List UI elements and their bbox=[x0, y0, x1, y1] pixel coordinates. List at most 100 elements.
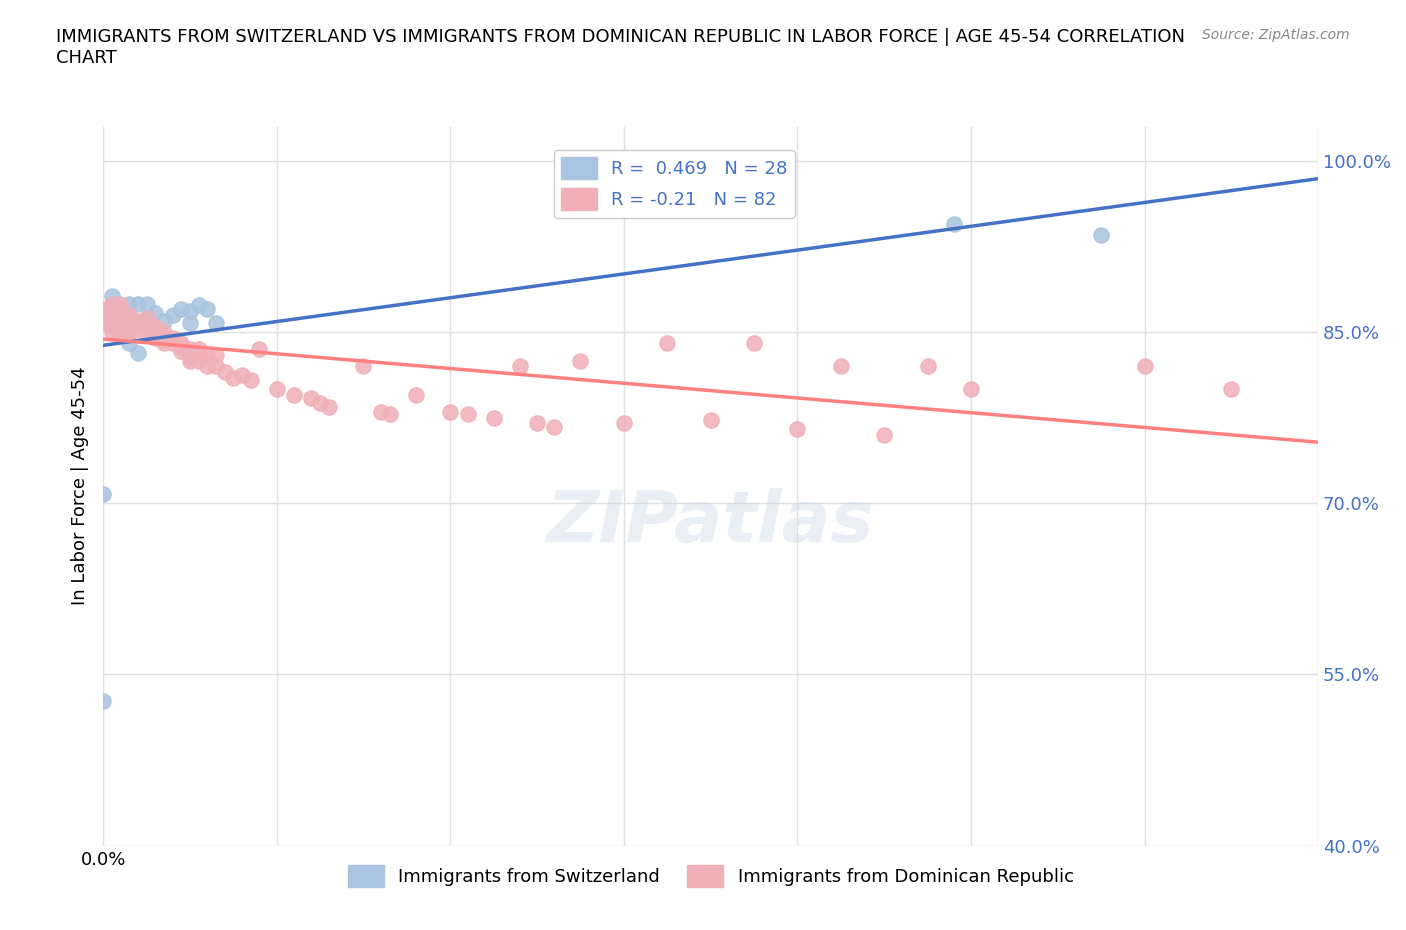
Point bbox=[187, 298, 209, 312]
Point bbox=[101, 296, 124, 311]
Point bbox=[309, 395, 332, 410]
Point bbox=[170, 301, 193, 316]
Point bbox=[110, 326, 132, 341]
Point bbox=[101, 288, 124, 303]
Point bbox=[153, 329, 176, 344]
Y-axis label: In Labor Force | Age 45-54: In Labor Force | Age 45-54 bbox=[72, 366, 89, 605]
Point bbox=[153, 325, 176, 339]
Point bbox=[786, 421, 808, 436]
Point bbox=[526, 416, 548, 431]
Point bbox=[91, 301, 114, 316]
Point bbox=[162, 336, 184, 351]
Point bbox=[205, 359, 228, 374]
Point bbox=[1090, 228, 1112, 243]
Point bbox=[231, 368, 253, 383]
Point bbox=[110, 315, 132, 330]
Point bbox=[318, 400, 340, 415]
Point bbox=[170, 339, 193, 354]
Point bbox=[942, 216, 965, 231]
Point bbox=[127, 318, 149, 333]
Point bbox=[1133, 359, 1156, 374]
Point bbox=[195, 350, 218, 365]
Point bbox=[205, 348, 228, 363]
Point bbox=[127, 345, 149, 360]
Point bbox=[247, 341, 270, 356]
Point bbox=[127, 315, 149, 330]
Point bbox=[135, 319, 157, 334]
Point bbox=[110, 308, 132, 323]
Point bbox=[917, 359, 939, 374]
Point bbox=[179, 353, 201, 368]
Point bbox=[299, 391, 322, 405]
Point bbox=[101, 301, 124, 316]
Point bbox=[222, 370, 245, 385]
Point bbox=[118, 319, 141, 334]
Point bbox=[143, 323, 166, 338]
Point bbox=[118, 315, 141, 330]
Point bbox=[657, 336, 679, 351]
Point bbox=[118, 296, 141, 311]
Point bbox=[830, 359, 852, 374]
Point bbox=[101, 313, 124, 328]
Point bbox=[91, 315, 114, 330]
Point bbox=[118, 308, 141, 323]
Point bbox=[118, 311, 141, 325]
Point bbox=[110, 323, 132, 338]
Point bbox=[195, 359, 218, 374]
Point bbox=[110, 301, 132, 316]
Text: Source: ZipAtlas.com: Source: ZipAtlas.com bbox=[1202, 28, 1350, 42]
Point bbox=[153, 333, 176, 348]
Point bbox=[91, 486, 114, 501]
Point bbox=[509, 359, 531, 374]
Point bbox=[170, 336, 193, 351]
Point bbox=[101, 313, 124, 328]
Point bbox=[91, 693, 114, 708]
Point bbox=[1220, 381, 1243, 396]
Point bbox=[179, 350, 201, 365]
Point bbox=[135, 323, 157, 338]
Point bbox=[179, 345, 201, 360]
Point bbox=[187, 341, 209, 356]
Point bbox=[135, 311, 157, 325]
Point bbox=[135, 296, 157, 311]
Point bbox=[143, 326, 166, 341]
Point bbox=[699, 413, 721, 428]
Point bbox=[153, 313, 176, 328]
Point bbox=[127, 296, 149, 311]
Point bbox=[110, 308, 132, 323]
Point bbox=[960, 381, 983, 396]
Point bbox=[543, 419, 565, 434]
Point bbox=[162, 330, 184, 345]
Point bbox=[143, 319, 166, 334]
Point bbox=[353, 359, 375, 374]
Point bbox=[101, 319, 124, 334]
Point bbox=[205, 315, 228, 330]
Point bbox=[195, 301, 218, 316]
Point bbox=[127, 323, 149, 338]
Point bbox=[110, 311, 132, 325]
Point bbox=[457, 406, 479, 421]
Point bbox=[110, 296, 132, 311]
Point bbox=[135, 311, 157, 325]
Point bbox=[110, 315, 132, 330]
Point bbox=[405, 388, 427, 403]
Point bbox=[283, 388, 305, 403]
Point bbox=[101, 325, 124, 339]
Text: IMMIGRANTS FROM SWITZERLAND VS IMMIGRANTS FROM DOMINICAN REPUBLIC IN LABOR FORCE: IMMIGRANTS FROM SWITZERLAND VS IMMIGRANT… bbox=[56, 28, 1185, 67]
Point bbox=[370, 405, 392, 419]
Point bbox=[143, 305, 166, 320]
Point bbox=[118, 325, 141, 339]
Point bbox=[378, 406, 401, 421]
Point bbox=[482, 410, 505, 425]
Point bbox=[239, 373, 262, 388]
Point bbox=[91, 308, 114, 323]
Point bbox=[170, 344, 193, 359]
Text: ZIPatlas: ZIPatlas bbox=[547, 487, 875, 556]
Point bbox=[187, 353, 209, 368]
Point bbox=[569, 353, 592, 368]
Point bbox=[613, 416, 636, 431]
Point bbox=[153, 336, 176, 351]
Point bbox=[135, 326, 157, 341]
Point bbox=[214, 365, 236, 379]
Point bbox=[179, 341, 201, 356]
